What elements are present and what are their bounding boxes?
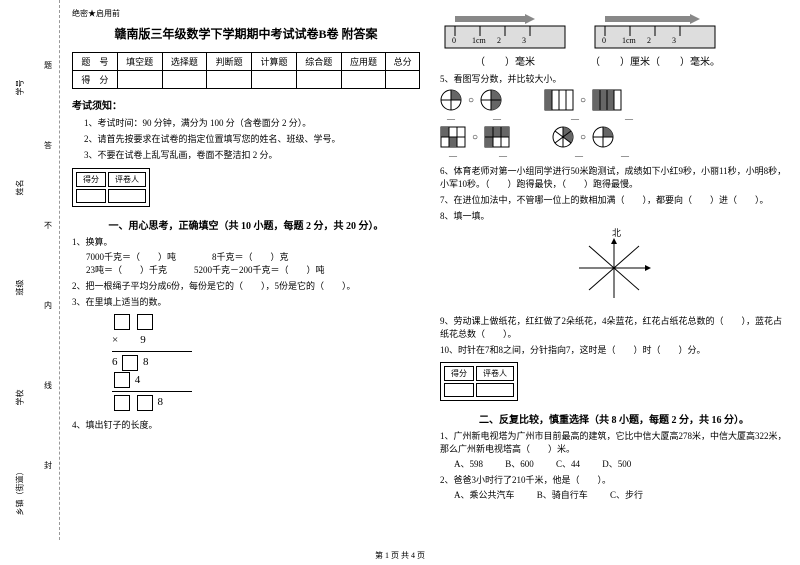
ruler-2: 0 1cm 2 3 （ ）厘米（ ）毫米。 — [590, 8, 720, 68]
main-content: 绝密★启用前 赣南版三年级数学下学期期中考试试卷B卷 附答案 题 号 填空题 选… — [60, 0, 800, 540]
field-school: 学校 — [15, 390, 26, 406]
q8: 8、填一填。 — [440, 209, 788, 222]
field-id: 学号 — [15, 80, 26, 96]
q10: 10、时针在7和8之间，分针指向7，这时是（ ）时（ ）分。 — [440, 343, 788, 356]
notice-2: 2、请首先按要求在试卷的指定位置填写您的姓名、班级、学号。 — [84, 132, 420, 145]
q9: 9、劳动课上做纸花，红红做了2朵纸花，4朵蓝花，红花占纸花总数的（ ），蓝花占纸… — [440, 314, 788, 340]
q4-ans2: （ ）厘米（ ）毫米。 — [590, 53, 720, 68]
q7: 7、在进位加法中，不管哪一位上的数相加满（ ），都要向（ ）进（ ）。 — [440, 193, 788, 206]
svg-text:3: 3 — [522, 36, 526, 45]
th-judge: 判断题 — [207, 53, 252, 71]
svg-text:0: 0 — [602, 36, 606, 45]
notice-1: 1、考试时间：90 分钟，满分为 100 分（含卷面分 2 分）。 — [84, 116, 420, 129]
q1: 1、换算。 — [72, 235, 420, 248]
secret-label: 绝密★启用前 — [72, 8, 420, 19]
seal-char: 线 — [44, 380, 52, 391]
section1-title: 一、用心思考，正确填空（共 10 小题，每题 2 分，共 20 分）。 — [72, 217, 420, 232]
seal-char: 答 — [44, 140, 52, 151]
th-num: 题 号 — [73, 53, 118, 71]
binding-margin: 乡镇（街道） 学校 班级 姓名 学号 封 线 内 不 答 题 — [0, 0, 60, 540]
notice-3: 3、不要在试卷上乱写乱画，卷面不整洁扣 2 分。 — [84, 148, 420, 161]
s2q1a: A、598 — [454, 457, 483, 470]
section2-title: 二、反复比较，慎重选择（共 8 小题，每题 2 分，共 16 分）。 — [440, 411, 788, 426]
svg-text:2: 2 — [647, 36, 651, 45]
q1a: 7000千克＝（ ）吨 — [86, 252, 176, 262]
svg-text:2: 2 — [497, 36, 501, 45]
grader-box: 得分评卷人 — [72, 168, 150, 207]
th-calc: 计算题 — [252, 53, 297, 71]
s2q2: 2、爸爸3小时行了210千米，他是（ ）。 — [440, 473, 788, 486]
s2q2c: C、步行 — [610, 488, 643, 501]
fraction-diagrams: ○ ○ —— —— ○ ○ — [440, 89, 788, 160]
svg-text:0: 0 — [452, 36, 456, 45]
right-column: 0 1cm 2 3 （ ）毫米 0 1cm 2 3 （ ）厘米（ ）毫米。 5、看图写分数，… — [440, 8, 788, 532]
seal-char: 不 — [44, 220, 52, 231]
q1d: 5200千克－200千克＝（ ）吨 — [194, 265, 325, 275]
field-name: 姓名 — [15, 180, 26, 196]
multiplication-problem: × 9 6 8 4 8 — [112, 314, 420, 412]
td-score: 得 分 — [73, 71, 118, 89]
svg-text:1cm: 1cm — [622, 36, 637, 45]
grader-box-2: 得分评卷人 — [440, 362, 518, 401]
th-fill: 填空题 — [117, 53, 162, 71]
ruler-1: 0 1cm 2 3 （ ）毫米 — [440, 8, 570, 68]
exam-title: 赣南版三年级数学下学期期中考试试卷B卷 附答案 — [72, 25, 420, 42]
q4: 4、填出钉子的长度。 — [72, 418, 420, 431]
field-township: 乡镇（街道） — [15, 468, 26, 516]
seal-char: 封 — [44, 460, 52, 471]
sb-grader: 评卷人 — [108, 172, 146, 187]
svg-text:3: 3 — [672, 36, 676, 45]
field-class: 班级 — [15, 280, 26, 296]
svg-text:1cm: 1cm — [472, 36, 487, 45]
q1b: 8千克＝（ ）克 — [212, 252, 289, 262]
notice-head: 考试须知： — [72, 97, 420, 112]
q1c: 23吨＝（ ）千克 — [86, 265, 167, 275]
th-comp: 综合题 — [296, 53, 341, 71]
s2q2b: B、骑自行车 — [537, 488, 588, 501]
s2q1c: C、44 — [556, 457, 580, 470]
seal-char: 题 — [44, 60, 52, 71]
svg-text:北: 北 — [612, 228, 621, 238]
page-footer: 第 1 页 共 4 页 — [0, 550, 800, 561]
q2: 2、把一根绳子平均分成6份，每份是它的（ ），5份是它的（ ）。 — [72, 279, 420, 292]
th-choice: 选择题 — [162, 53, 207, 71]
q3: 3、在里填上适当的数。 — [72, 295, 420, 308]
score-table: 题 号 填空题 选择题 判断题 计算题 综合题 应用题 总分 得 分 — [72, 52, 420, 89]
calc-mult: × 9 — [112, 332, 420, 350]
th-app: 应用题 — [341, 53, 386, 71]
q4-ans1: （ ）毫米 — [440, 53, 570, 68]
s2q1d: D、500 — [602, 457, 631, 470]
left-column: 绝密★启用前 赣南版三年级数学下学期期中考试试卷B卷 附答案 题 号 填空题 选… — [72, 8, 420, 532]
s2q1b: B、600 — [505, 457, 534, 470]
s2q1: 1、广州新电视塔为广州市目前最高的建筑，它比中信大厦高278米，中信大厦高322… — [440, 429, 788, 455]
sb-score: 得分 — [76, 172, 106, 187]
s2q2a: A、乘公共汽车 — [454, 488, 515, 501]
q6: 6、体育老师对第一小组同学进行50米跑测试，成绩如下小红9秒，小丽11秒，小明8… — [440, 164, 788, 190]
compass-diagram: 北 — [564, 228, 664, 308]
th-total: 总分 — [386, 53, 420, 71]
q5: 5、看图写分数，并比较大小。 — [440, 72, 788, 85]
seal-char: 内 — [44, 300, 52, 311]
